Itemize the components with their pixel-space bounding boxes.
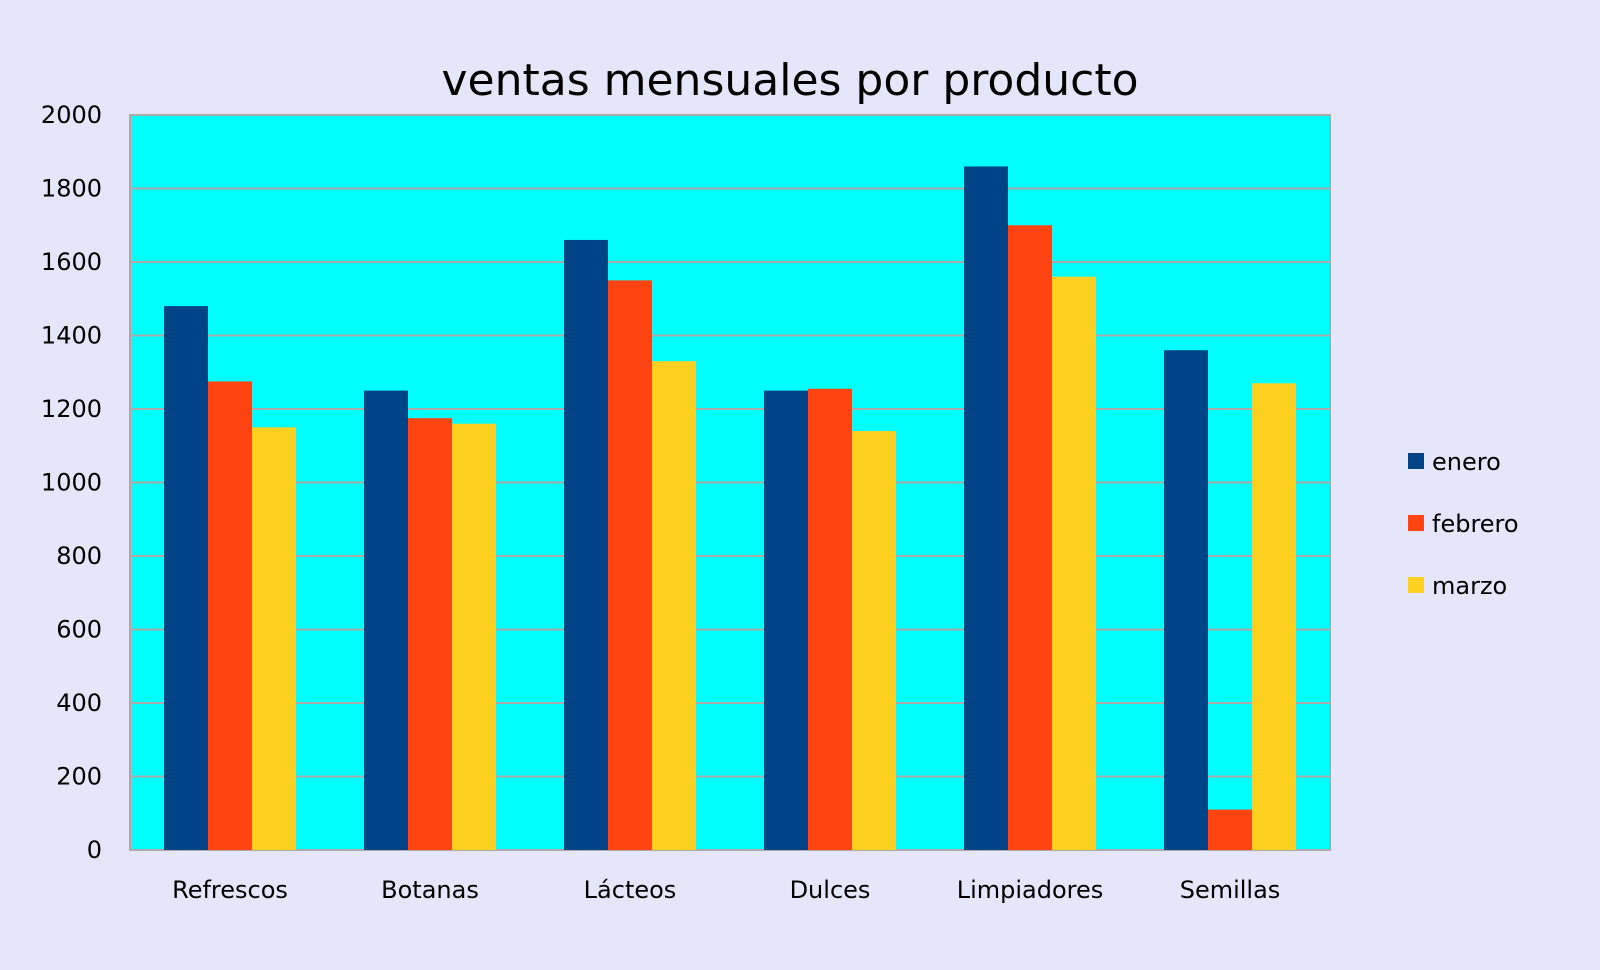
legend-swatch-marzo [1408, 577, 1424, 593]
bar-enero-Dulces [764, 390, 808, 850]
x-tick-label: Lácteos [584, 876, 677, 904]
x-tick-label: Botanas [381, 876, 479, 904]
bar-marzo-Refrescos [252, 427, 296, 850]
legend-label: febrero [1432, 510, 1519, 538]
x-tick-label: Semillas [1180, 876, 1281, 904]
y-tick-label: 1200 [41, 395, 102, 423]
x-tick-label: Dulces [790, 876, 871, 904]
bar-enero-Limpiadores [964, 166, 1008, 850]
x-tick-label: Refrescos [172, 876, 288, 904]
y-tick-label: 2000 [41, 101, 102, 129]
y-tick-label: 1000 [41, 469, 102, 497]
bars [164, 166, 1296, 851]
y-tick-label: 1800 [41, 175, 102, 203]
chart-title: ventas mensuales por producto [442, 55, 1139, 106]
legend-swatch-febrero [1408, 515, 1424, 531]
bar-marzo-Semillas [1252, 383, 1296, 850]
bar-marzo-Botanas [452, 423, 496, 850]
bar-enero-Botanas [364, 390, 408, 850]
legend-label: enero [1432, 448, 1501, 476]
bar-febrero-Lácteos [608, 280, 652, 850]
bar-enero-Lácteos [564, 239, 608, 850]
y-axis: 0 200 400 600 800 1000 1200 1400 1600 1800 2000 [41, 101, 102, 864]
x-tick-label: Limpiadores [957, 876, 1104, 904]
y-tick-label: 1400 [41, 322, 102, 350]
gridlines [130, 187, 1330, 778]
bar-marzo-Dulces [852, 431, 896, 850]
y-tick-label: 800 [56, 542, 102, 570]
bar-febrero-Semillas [1208, 809, 1252, 850]
legend: enero febrero marzo [1408, 448, 1519, 600]
bar-febrero-Dulces [808, 388, 852, 850]
bar-febrero-Limpiadores [1008, 225, 1052, 850]
x-axis: Refrescos Botanas Lácteos Dulces Limpiadores… [172, 876, 1280, 904]
bar-enero-Semillas [1164, 350, 1208, 850]
legend-swatch-enero [1408, 453, 1424, 469]
bar-febrero-Refrescos [208, 381, 252, 850]
bar-febrero-Botanas [408, 418, 452, 850]
y-tick-label: 1600 [41, 248, 102, 276]
y-tick-label: 0 [87, 836, 102, 864]
y-tick-label: 200 [56, 763, 102, 791]
bar-marzo-Lácteos [652, 361, 696, 850]
y-tick-label: 600 [56, 616, 102, 644]
y-tick-label: 400 [56, 689, 102, 717]
legend-label: marzo [1432, 572, 1507, 600]
bar-marzo-Limpiadores [1052, 276, 1096, 850]
bar-enero-Refrescos [164, 306, 208, 851]
